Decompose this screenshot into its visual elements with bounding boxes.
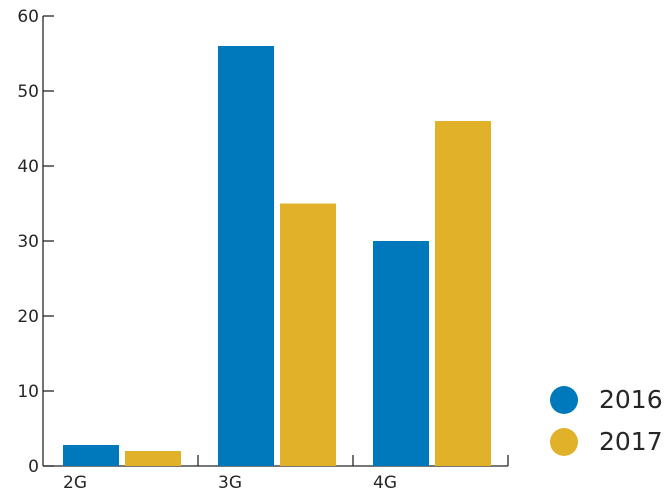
y-tick-label: 10	[17, 382, 39, 402]
bar-3G-2016	[218, 46, 274, 466]
bar-2G-2017	[125, 451, 181, 466]
x-tick-label: 3G	[218, 473, 242, 492]
y-tick-label: 50	[17, 82, 39, 102]
bar-4G-2016	[373, 241, 429, 466]
y-tick-label: 40	[17, 157, 39, 177]
y-tick-label: 30	[17, 232, 39, 252]
bar-2G-2016	[63, 445, 119, 466]
bar-3G-2017	[280, 203, 336, 466]
legend: 2016 2017	[550, 385, 663, 456]
legend-marker-2017	[550, 428, 578, 456]
legend-label-2017: 2017	[599, 427, 663, 456]
legend-label-2016: 2016	[599, 385, 663, 414]
bar-4G-2017	[435, 121, 491, 466]
y-tick-label: 20	[17, 307, 39, 327]
x-tick-label: 4G	[373, 473, 397, 492]
x-tick-label: 2G	[63, 473, 87, 492]
y-tick-label: 0	[28, 457, 39, 477]
bars	[63, 46, 491, 466]
x-axis: 2G 3G 4G	[43, 455, 509, 492]
y-tick-label: 60	[17, 7, 39, 27]
y-axis: 0 10 20 30 40 50 60	[17, 7, 54, 477]
legend-marker-2016	[550, 386, 578, 414]
